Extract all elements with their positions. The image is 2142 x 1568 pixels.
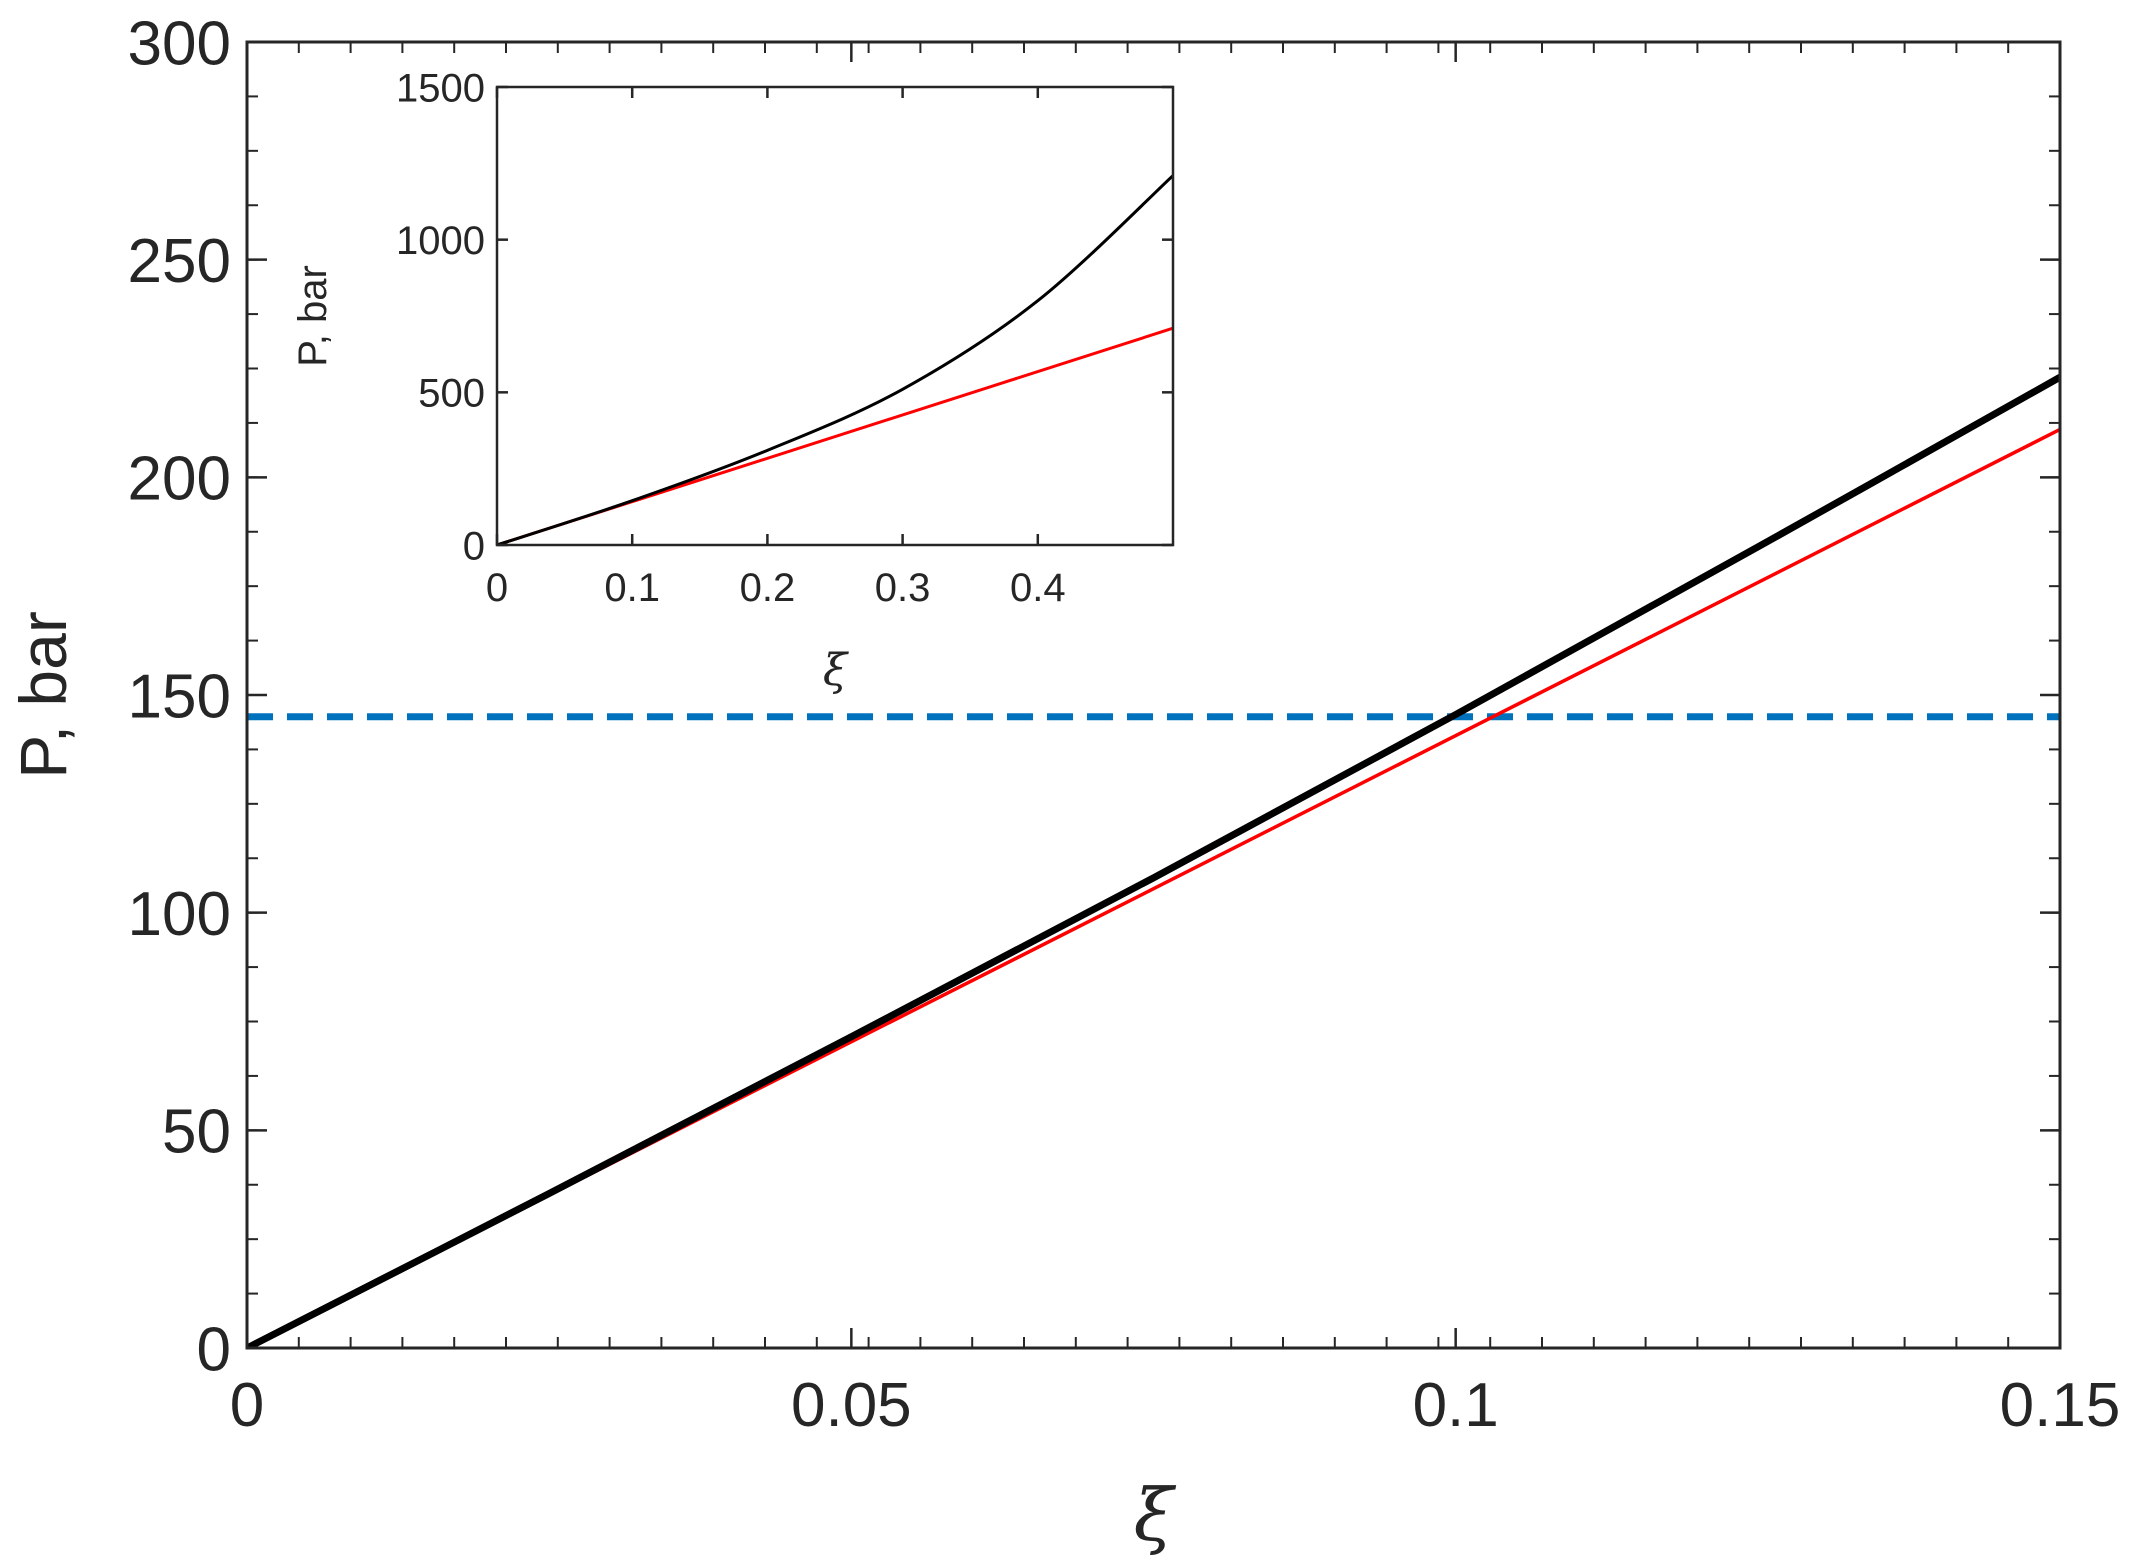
x-tick-label: 0	[230, 1371, 264, 1440]
series-group	[247, 374, 2060, 1348]
y-tick-label: 150	[128, 662, 231, 731]
plot-background	[497, 87, 1173, 545]
y-axis-label: P, bar	[6, 611, 80, 779]
x-tick-label: 0.1	[604, 566, 660, 610]
inset-plot: 0 0.1 0.2 0.3 0.4 0 500 1000 1500 ξ P, bar	[291, 66, 1175, 696]
x-tick-label: 0.05	[791, 1371, 912, 1440]
y-tick-label: 50	[162, 1098, 231, 1167]
series-line-black	[247, 374, 2060, 1348]
y-tick-label: 0	[463, 524, 485, 568]
y-tick-label: 0	[197, 1315, 231, 1384]
series-group	[497, 174, 1173, 545]
x-tick-label: 0.3	[875, 566, 931, 610]
y-tick-label: 100	[128, 880, 231, 949]
x-tick-label: 0.1	[1413, 1371, 1499, 1440]
x-tick-label: 0.15	[2000, 1371, 2121, 1440]
x-axis-label: ξ	[1134, 1473, 1177, 1557]
x-axis-label: ξ	[823, 645, 850, 696]
y-axis-label: P, bar	[291, 265, 335, 367]
y-tick-label: 500	[418, 372, 485, 416]
plot-frame	[495, 85, 1175, 547]
y-tick-label: 300	[128, 9, 231, 78]
x-tick-label: 0	[486, 566, 508, 610]
y-tick-label: 250	[128, 227, 231, 296]
series-line-black	[497, 174, 1173, 545]
y-tick-label: 1500	[396, 66, 485, 110]
y-tick-label: 200	[128, 445, 231, 514]
x-tick-label: 0.4	[1010, 566, 1066, 610]
y-tick-label: 1000	[396, 219, 485, 263]
x-tick-label: 0.2	[740, 566, 796, 610]
